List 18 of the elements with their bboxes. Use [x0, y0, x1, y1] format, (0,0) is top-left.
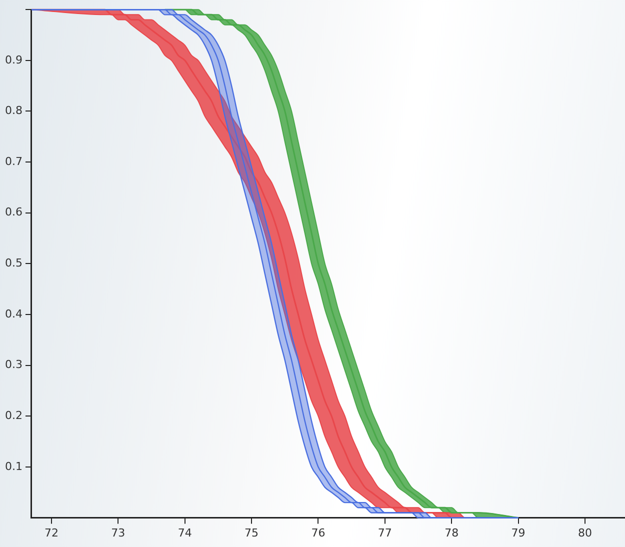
y-tick-label: 0.8 — [4, 104, 22, 118]
x-tick-label: 76 — [311, 526, 326, 540]
y-tick-label: 0.9 — [4, 53, 22, 66]
y-tick-label: 0.1 — [4, 460, 22, 473]
y-tick-label: 0.6 — [4, 206, 22, 219]
y-tick-label: 0.7 — [4, 154, 22, 168]
x-tick-label: 78 — [444, 526, 459, 540]
x-tick-label: 74 — [178, 526, 192, 540]
y-tick-label: 0.3 — [4, 358, 22, 372]
x-tick-label: 72 — [44, 526, 58, 540]
x-tick-label: 79 — [511, 526, 526, 540]
y-tick-label: 0.2 — [4, 409, 22, 422]
x-tick-label: 80 — [578, 526, 592, 540]
x-tick-label: 75 — [244, 526, 259, 540]
y-tick-label: 0.5 — [4, 256, 22, 270]
x-tick-label: 77 — [378, 526, 392, 540]
y-tick-label: 0.4 — [4, 307, 22, 320]
x-tick-label: 73 — [111, 526, 126, 540]
